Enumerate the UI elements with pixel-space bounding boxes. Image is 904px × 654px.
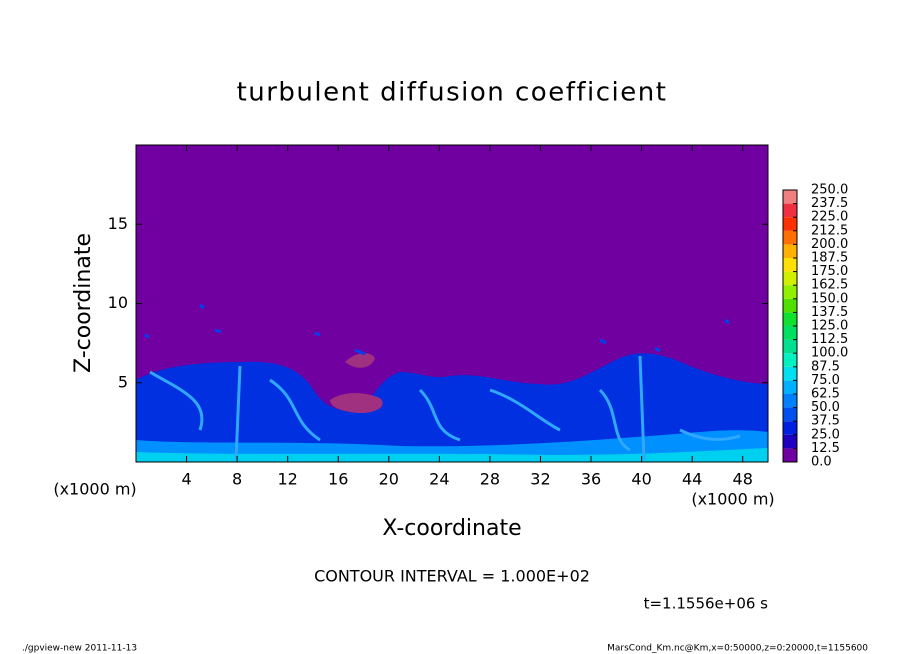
colorbar-band	[783, 230, 797, 245]
x-tick-label: 16	[328, 470, 348, 489]
colorbar-band	[783, 394, 797, 408]
field-structure	[330, 353, 383, 414]
colorbar-label: 75.0	[811, 373, 840, 388]
x-tick-label: 36	[581, 470, 601, 489]
colorbar-label: 200.0	[811, 237, 848, 252]
colorbar-band	[783, 285, 797, 299]
colorbar-label: 12.5	[811, 441, 840, 456]
colorbar-label: 137.5	[811, 305, 848, 320]
colorbar-band	[783, 353, 797, 367]
colorbar-label: 125.0	[811, 319, 848, 334]
footer-left: ./gpview-new 2011-11-13	[22, 644, 137, 654]
plot-field	[135, 144, 769, 463]
colorbar-label: 175.0	[811, 264, 848, 279]
field-structure	[144, 303, 730, 356]
colorbar-band	[783, 271, 797, 286]
colorbar-band	[783, 190, 797, 204]
colorbar-label: 62.5	[811, 387, 840, 402]
colorbar-label: 37.5	[811, 414, 840, 429]
x-tick-label: 48	[733, 470, 753, 489]
colorbar-band	[783, 217, 797, 231]
x-tick-label: 12	[278, 470, 298, 489]
colorbar-band	[783, 244, 797, 258]
x-tick-label: 24	[429, 470, 449, 489]
y-tick-label: 5	[118, 372, 128, 391]
colorbar-label: 0.0	[811, 455, 832, 470]
colorbar-label: 212.5	[811, 223, 848, 238]
colorbar-label: 112.5	[811, 332, 848, 347]
field-region	[136, 353, 768, 462]
x-unit: (x1000 m)	[691, 490, 774, 509]
colorbar-band	[783, 339, 797, 354]
x-axis-label: X-coordinate	[382, 516, 521, 541]
x-tick-label: 8	[232, 470, 242, 489]
colorbar-band	[783, 434, 797, 449]
colorbar-band	[783, 366, 797, 381]
x-tick-label: 40	[631, 470, 651, 489]
colorbar-label: 187.5	[811, 251, 848, 266]
colorbar-label: 237.5	[811, 196, 848, 211]
colorbar-band	[783, 380, 797, 394]
chart-title: turbulent diffusion coefficient	[237, 78, 668, 108]
colorbar-label: 50.0	[811, 400, 840, 415]
colorbar-band	[783, 448, 797, 462]
colorbar-band	[783, 421, 797, 435]
colorbar-label: 162.5	[811, 278, 848, 293]
y-unit: (x1000 m)	[53, 480, 136, 499]
colorbar-label: 225.0	[811, 210, 848, 225]
colorbar-band	[783, 407, 797, 422]
colorbar-label: 25.0	[811, 427, 840, 442]
x-tick-label: 4	[181, 470, 191, 489]
footer-right: MarsCond_Km.nc@Km,x=0:50000,z=0:20000,t=…	[607, 644, 868, 654]
field-structure	[149, 355, 741, 461]
colorbar-band	[783, 326, 797, 340]
y-tick-label: 15	[108, 214, 128, 233]
field-region	[136, 448, 768, 462]
y-axis-label: Z-coordinate	[71, 233, 96, 373]
colorbar-band	[783, 258, 797, 272]
x-tick-label: 44	[682, 470, 702, 489]
colorbar-label: 250.0	[811, 183, 848, 198]
colorbar-label: 150.0	[811, 291, 848, 306]
colorbar-band	[783, 298, 797, 313]
contour-interval: CONTOUR INTERVAL = 1.000E+02	[314, 567, 590, 586]
colorbar-band	[783, 203, 797, 218]
x-tick-label: 20	[379, 470, 399, 489]
colorbar-label: 100.0	[811, 346, 848, 361]
x-tick-label: 32	[530, 470, 550, 489]
x-tick-label: 28	[480, 470, 500, 489]
time-label: t=1.1556e+06 s	[644, 595, 769, 613]
colorbar-label: 87.5	[811, 359, 840, 374]
colorbar-band	[783, 312, 797, 326]
y-tick-label: 10	[108, 293, 128, 312]
